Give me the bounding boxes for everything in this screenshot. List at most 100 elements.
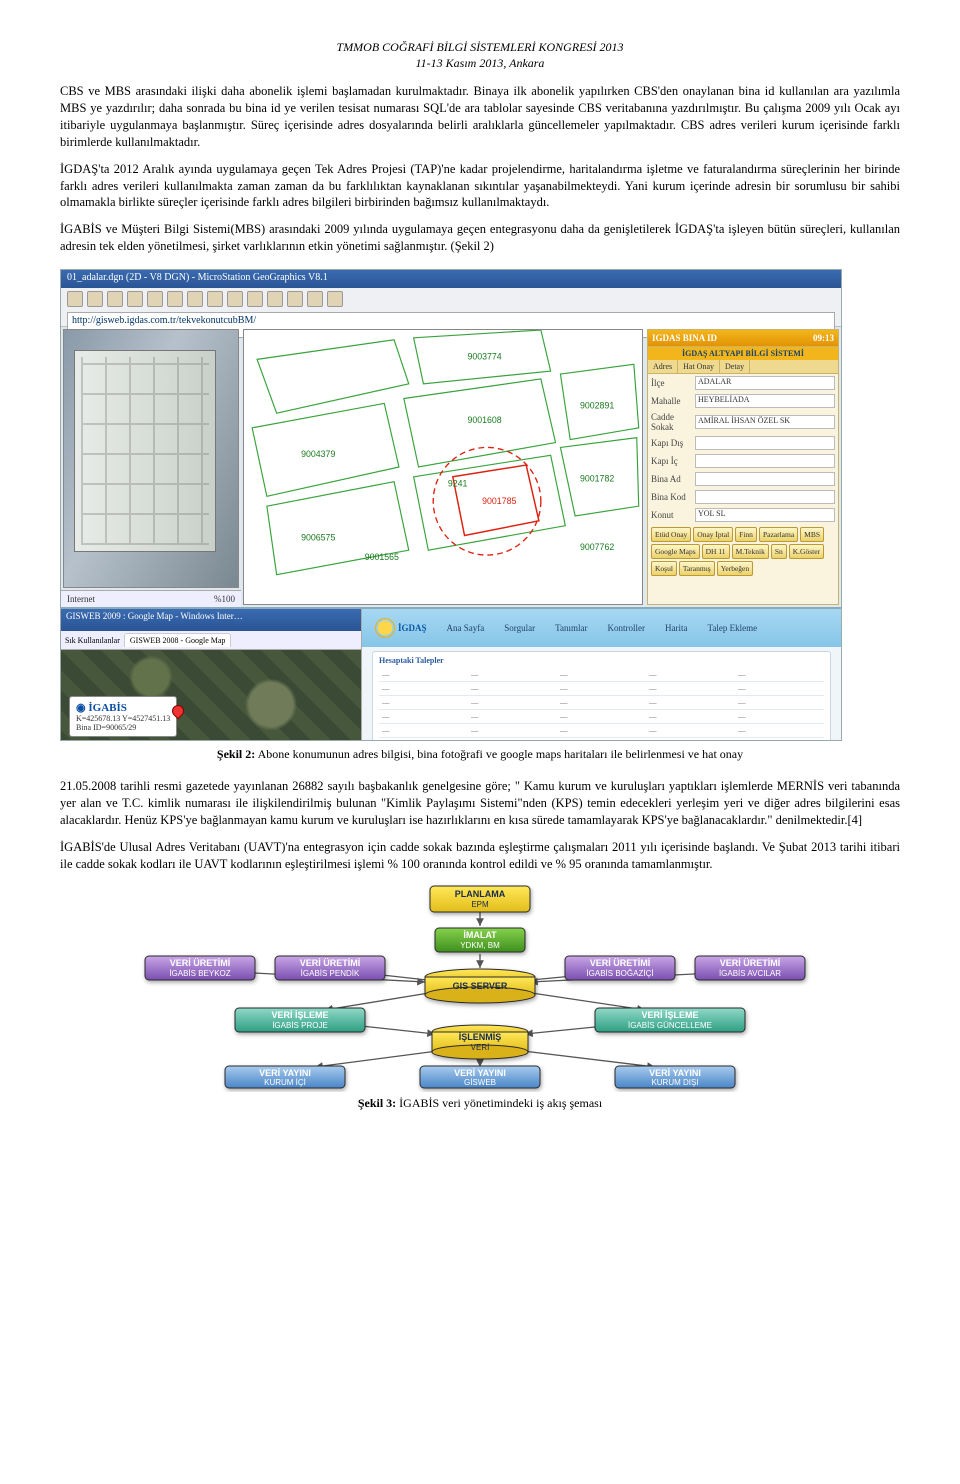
paragraph-2: İGDAŞ'ta 2012 Aralık ayında uygulamaya g… bbox=[60, 161, 900, 212]
gmap-tab-active[interactable]: GISWEB 2008 - Google Map bbox=[124, 633, 232, 647]
panel-title: Hesaptaki Talepler bbox=[379, 656, 824, 665]
side-button[interactable]: Etüd Onay bbox=[651, 527, 691, 542]
menu-item[interactable]: Ana Sayfa bbox=[447, 623, 485, 633]
svg-text:VERİ: VERİ bbox=[471, 1043, 490, 1052]
satellite-view[interactable]: ◉ İGABİS K=425678.13 Y=4527451.13 Bina I… bbox=[61, 650, 361, 741]
fig2-label: Şekil 2: bbox=[217, 747, 255, 761]
toolbar-icon[interactable] bbox=[227, 291, 243, 307]
toolbar-icon[interactable] bbox=[287, 291, 303, 307]
lbl-binaad: Bina Ad bbox=[651, 474, 691, 484]
side-buttons: Etüd Onay Onay İptal Finn Pazarlama MBS … bbox=[648, 524, 838, 579]
igabis-coords: K=425678.13 Y=4527451.13 bbox=[76, 714, 170, 723]
igabis-name: İGABİS bbox=[88, 702, 127, 714]
lbl-mahalle: Mahalle bbox=[651, 396, 691, 406]
svg-text:VERİ YAYINI: VERİ YAYINI bbox=[454, 1068, 506, 1078]
parcel-label: 9007762 bbox=[580, 542, 614, 552]
field-cadde[interactable]: AMİRAL İHSAN ÖZEL SK bbox=[695, 415, 835, 429]
page-header: TMMOB COĞRAFİ BİLGİ SİSTEMLERİ KONGRESİ … bbox=[60, 40, 900, 71]
side-button[interactable]: Pazarlama bbox=[759, 527, 798, 542]
node-vu2: VERİ ÜRETİMİ İGABİS PENDİK bbox=[275, 956, 385, 980]
svg-text:PLANLAMA: PLANLAMA bbox=[455, 889, 506, 899]
parcel-label: 9001782 bbox=[580, 474, 614, 484]
side-button[interactable]: MBS bbox=[800, 527, 824, 542]
svg-text:VERİ YAYINI: VERİ YAYINI bbox=[259, 1068, 311, 1078]
menu-item[interactable]: Sorgular bbox=[504, 623, 535, 633]
figure-3-caption: Şekil 3: İGABİS veri yönetimindeki iş ak… bbox=[60, 1096, 900, 1111]
toolbar-icon[interactable] bbox=[107, 291, 123, 307]
side-button[interactable]: DH 11 bbox=[702, 544, 730, 559]
node-vy1: VERİ YAYINI KURUM İÇİ bbox=[225, 1066, 345, 1088]
svg-text:İGABİS BEYKOZ: İGABİS BEYKOZ bbox=[169, 969, 230, 978]
svg-text:İGABİS PENDİK: İGABİS PENDİK bbox=[301, 969, 360, 978]
fig2-text: Abone konumunun adres bilgisi, bina foto… bbox=[255, 747, 743, 761]
parcel-label: 9001565 bbox=[365, 552, 399, 562]
parcel-label: 9003774 bbox=[467, 351, 501, 361]
field-binaad[interactable] bbox=[695, 472, 835, 486]
lbl-konut: Konut bbox=[651, 510, 691, 520]
cadastral-map[interactable]: 9003774 9004379 9006575 9001565 9001608 … bbox=[243, 329, 643, 605]
field-ilce[interactable]: ADALAR bbox=[695, 376, 835, 390]
side-button[interactable]: Sn bbox=[771, 544, 787, 559]
paragraph-5: İGABİS'de Ulusal Adres Veritabanı (UAVT)… bbox=[60, 839, 900, 873]
side-button[interactable]: Finn bbox=[735, 527, 757, 542]
toolbar-icon[interactable] bbox=[127, 291, 143, 307]
menu-item[interactable]: Tanımlar bbox=[555, 623, 587, 633]
field-binakod[interactable] bbox=[695, 490, 835, 504]
svg-text:KURUM İÇİ: KURUM İÇİ bbox=[264, 1078, 306, 1087]
map-marker-icon bbox=[170, 703, 187, 720]
svg-text:VERİ İŞLEME: VERİ İŞLEME bbox=[641, 1010, 698, 1020]
requests-table: ————— ————— ————— ————— ————— bbox=[379, 668, 824, 738]
field-kapiic[interactable] bbox=[695, 454, 835, 468]
node-vu1: VERİ ÜRETİMİ İGABİS BEYKOZ bbox=[145, 956, 255, 980]
figure-3: PLANLAMA EPM İMALAT YDKM, BM VERİ ÜRETİM… bbox=[115, 882, 845, 1092]
field-kapidis[interactable] bbox=[695, 436, 835, 450]
toolbar-icon[interactable] bbox=[87, 291, 103, 307]
toolbar-icon[interactable] bbox=[207, 291, 223, 307]
tab-hatonay[interactable]: Hat Onay bbox=[678, 360, 720, 373]
svg-text:VERİ İŞLEME: VERİ İŞLEME bbox=[271, 1010, 328, 1020]
side-button[interactable]: K.Göster bbox=[789, 544, 824, 559]
node-gis: GIS SERVER bbox=[425, 969, 535, 1003]
toolbar-icon[interactable] bbox=[327, 291, 343, 307]
map-svg: 9003774 9004379 9006575 9001565 9001608 … bbox=[244, 330, 642, 604]
toolbar-icon[interactable] bbox=[167, 291, 183, 307]
tab-adres[interactable]: Adres bbox=[648, 360, 678, 373]
side-button[interactable]: Taranmış bbox=[679, 561, 715, 576]
parcel-label-hl: 9001785 bbox=[482, 496, 516, 506]
toolbar-icon[interactable] bbox=[267, 291, 283, 307]
property-panel: IGDAS BINA ID 09:13 İGDAŞ ALTYAPI BİLGİ … bbox=[647, 329, 839, 605]
menu-item[interactable]: Kontroller bbox=[607, 623, 645, 633]
svg-text:VERİ ÜRETİMİ: VERİ ÜRETİMİ bbox=[590, 958, 651, 968]
svg-text:İGABİS PROJE: İGABİS PROJE bbox=[272, 1021, 328, 1030]
lbl-cadde: Cadde Sokak bbox=[651, 412, 691, 432]
paragraph-1: CBS ve MBS arasındaki ilişki daha abonel… bbox=[60, 83, 900, 151]
side-button[interactable]: Onay İptal bbox=[693, 527, 733, 542]
node-vy3: VERİ YAYINI KURUM DIŞI bbox=[615, 1066, 735, 1088]
toolbar-icon[interactable] bbox=[67, 291, 83, 307]
svg-text:VERİ YAYINI: VERİ YAYINI bbox=[649, 1068, 701, 1078]
field-konut[interactable]: YOL SL bbox=[695, 508, 835, 522]
node-imalat: İMALAT YDKM, BM bbox=[435, 928, 525, 952]
side-button[interactable]: Yerbeğen bbox=[717, 561, 753, 576]
toolbar-icon[interactable] bbox=[247, 291, 263, 307]
toolbar-icon[interactable] bbox=[147, 291, 163, 307]
toolbar-icon[interactable] bbox=[307, 291, 323, 307]
tab-detay[interactable]: Detay bbox=[720, 360, 750, 373]
lbl-kapiic: Kapı İç bbox=[651, 456, 691, 466]
toolbar: http://gisweb.igdas.com.tr/tekvekonutcub… bbox=[61, 288, 841, 327]
toolbar-icon[interactable] bbox=[187, 291, 203, 307]
node-vi1: VERİ İŞLEME İGABİS PROJE bbox=[235, 1008, 365, 1032]
parcel-label: 9006575 bbox=[301, 532, 335, 542]
svg-text:İGABİS BOĞAZİÇİ: İGABİS BOĞAZİÇİ bbox=[586, 969, 653, 978]
side-button[interactable]: M.Teknik bbox=[732, 544, 769, 559]
side-button[interactable]: Google Maps bbox=[651, 544, 700, 559]
gmap-tab-fav[interactable]: Sık Kullanılanlar bbox=[65, 636, 120, 645]
flow-svg: PLANLAMA EPM İMALAT YDKM, BM VERİ ÜRETİM… bbox=[115, 882, 845, 1092]
side-tabs: Adres Hat Onay Detay bbox=[648, 360, 838, 374]
parcel-label: 9241 bbox=[448, 479, 468, 489]
svg-text:YDKM, BM: YDKM, BM bbox=[460, 941, 500, 950]
menu-item[interactable]: Talep Ekleme bbox=[707, 623, 757, 633]
side-button[interactable]: Koşul bbox=[651, 561, 677, 576]
field-mahalle[interactable]: HEYBELİADA bbox=[695, 394, 835, 408]
menu-item[interactable]: Harita bbox=[665, 623, 688, 633]
